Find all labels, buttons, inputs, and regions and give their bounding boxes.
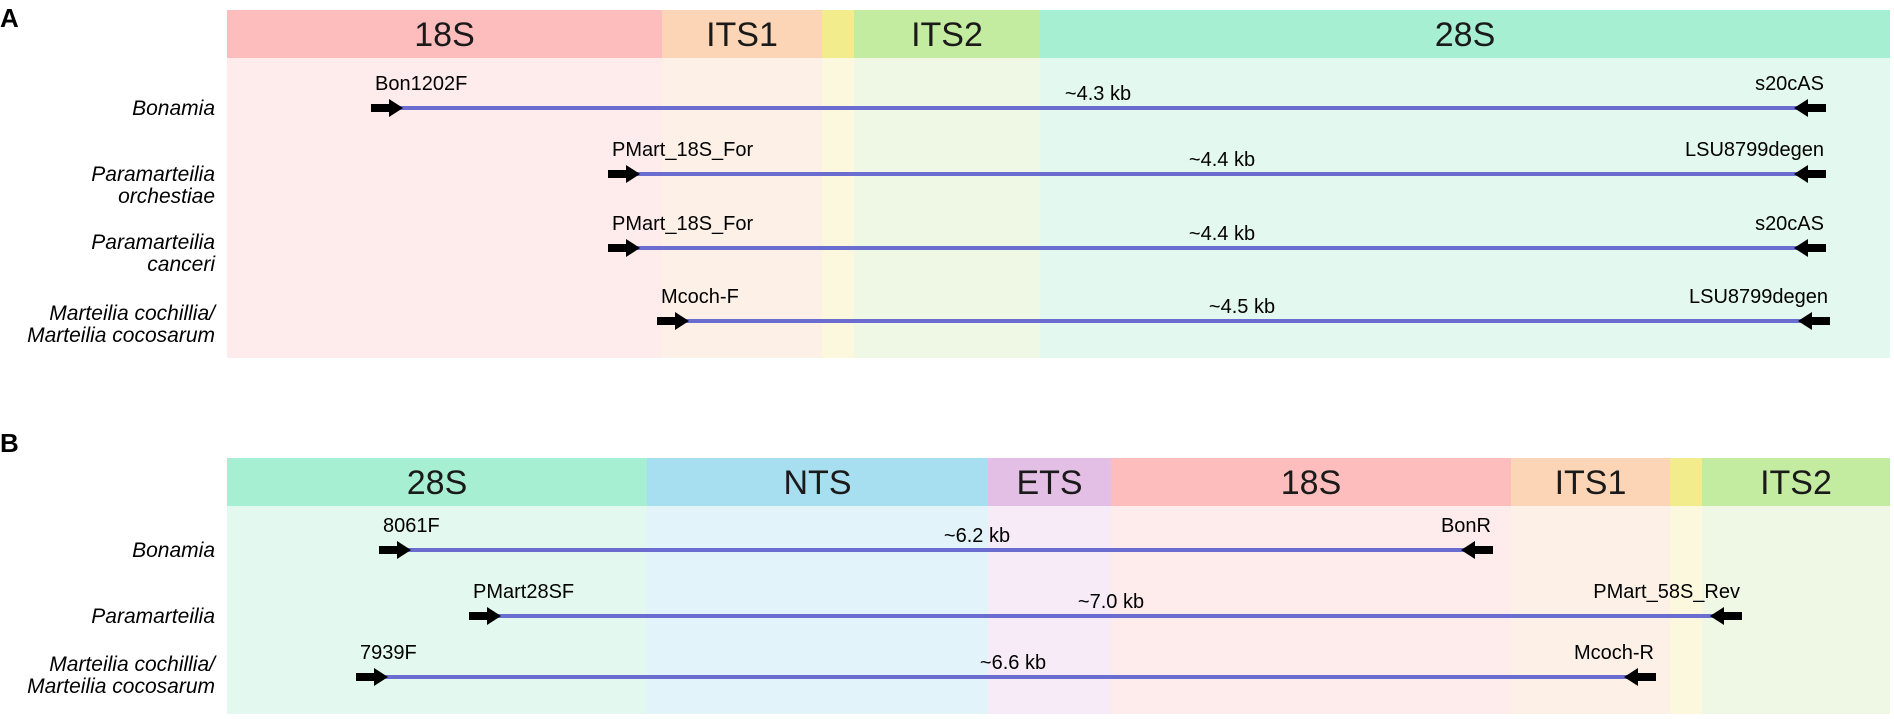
reverse-arrow-shaft — [1722, 612, 1742, 620]
species-label: Marteilia cocosarum — [27, 675, 215, 698]
region-header-28s — [1040, 10, 1890, 58]
amplicon-size-label: ~6.2 kb — [944, 525, 1010, 547]
forward-arrow-head — [374, 668, 388, 686]
reverse-arrow-head — [1798, 312, 1812, 330]
forward-arrow-shaft — [371, 104, 391, 112]
amplicon-size-label: ~4.5 kb — [1209, 296, 1275, 318]
reverse-arrow-shaft — [1636, 673, 1656, 681]
species-label: Bonamia — [132, 539, 215, 562]
amplicon-row: Bonamia Bon1202F s20cAS ~4.3 kb — [132, 73, 1826, 120]
region-header-28s — [227, 458, 647, 506]
reverse-primer-label: Mcoch-R — [1574, 642, 1654, 664]
forward-arrow-shaft — [356, 673, 376, 681]
reverse-arrow-head — [1710, 607, 1724, 625]
region-body-5-8s — [822, 10, 854, 358]
region-header-ets — [988, 458, 1111, 506]
reverse-primer-label: LSU8799degen — [1685, 139, 1824, 161]
species-label: Bonamia — [132, 97, 215, 120]
amplicon-row: Paramarteilia PMart28SF PMart_58S_Rev ~7.0 … — [91, 581, 1742, 628]
forward-arrow-shaft — [608, 244, 628, 252]
reverse-primer-label: LSU8799degen — [1689, 286, 1828, 308]
forward-primer-label: Bon1202F — [375, 73, 467, 95]
reverse-arrow-head — [1624, 668, 1638, 686]
reverse-arrow-head — [1794, 99, 1808, 117]
reverse-arrow-shaft — [1806, 244, 1826, 252]
species-label: canceri — [147, 253, 216, 276]
reverse-arrow-shaft — [1810, 317, 1830, 325]
region-label-28s: 28S — [1435, 16, 1496, 54]
forward-primer-label: PMart28SF — [473, 581, 574, 603]
region-label-ets: ETS — [1016, 464, 1082, 502]
species-label: Marteilia cocosarum — [27, 324, 215, 347]
reverse-arrow-head — [1461, 541, 1475, 559]
species-label: Paramarteilia — [91, 605, 215, 628]
forward-arrow-head — [487, 607, 501, 625]
amplicon-size-label: ~4.4 kb — [1189, 149, 1255, 171]
forward-arrow-head — [626, 165, 640, 183]
region-header-18s — [1111, 458, 1511, 506]
region-label-28s: 28S — [407, 464, 468, 502]
region-header-5-8s — [1670, 458, 1702, 506]
region-header-nts — [647, 458, 988, 506]
forward-primer-label: 8061F — [383, 515, 440, 537]
species-label: Paramarteilia — [91, 163, 215, 186]
region-body-28s — [1040, 10, 1890, 358]
region-header-its1 — [1511, 458, 1670, 506]
amplicon-size-label: ~6.6 kb — [980, 652, 1046, 674]
forward-arrow-shaft — [657, 317, 677, 325]
reverse-primer-label: PMart_58S_Rev — [1593, 581, 1740, 603]
region-label-its1: ITS1 — [1555, 464, 1627, 502]
amplicon-size-label: ~4.3 kb — [1065, 83, 1131, 105]
region-body-18s — [227, 10, 662, 358]
forward-arrow-shaft — [608, 170, 628, 178]
panel-label: B — [0, 428, 19, 458]
panel-a: A 18S ITS1 ITS2 28S Bonamia Bon1202F s20cAS ~4.3… — [0, 3, 1890, 358]
region-label-18s: 18S — [1281, 464, 1342, 502]
forward-arrow-head — [675, 312, 689, 330]
reverse-arrow-shaft — [1806, 170, 1826, 178]
forward-primer-label: PMart_18S_For — [612, 213, 754, 235]
region-body-its2 — [854, 10, 1040, 358]
species-label: Paramarteilia — [91, 231, 215, 254]
amplicon-size-label: ~7.0 kb — [1078, 591, 1144, 613]
reverse-primer-label: s20cAS — [1755, 213, 1824, 235]
region-label-nts: NTS — [784, 464, 852, 502]
amplicon-row: Marteilia cochillia/Marteilia cocosarum 7… — [27, 642, 1656, 698]
reverse-arrow-shaft — [1806, 104, 1826, 112]
region-header-its2 — [854, 10, 1040, 58]
forward-arrow-shaft — [379, 546, 399, 554]
region-label-its2: ITS2 — [1760, 464, 1832, 502]
forward-arrow-head — [389, 99, 403, 117]
amplicon-row: Bonamia 8061F BonR ~6.2 kb — [132, 515, 1493, 562]
region-header-5-8s — [822, 10, 854, 58]
forward-primer-label: Mcoch-F — [661, 286, 739, 308]
region-header-its2 — [1702, 458, 1890, 506]
reverse-arrow-shaft — [1473, 546, 1493, 554]
region-label-its1: ITS1 — [706, 16, 778, 54]
forward-primer-label: PMart_18S_For — [612, 139, 754, 161]
region-label-18s: 18S — [414, 16, 475, 54]
species-label: Marteilia cochillia/ — [49, 302, 217, 325]
region-header-18s — [227, 10, 662, 58]
region-body-its1 — [662, 10, 822, 358]
region-header-its1 — [662, 10, 822, 58]
reverse-primer-label: s20cAS — [1755, 73, 1824, 95]
species-label: orchestiae — [118, 185, 215, 208]
reverse-arrow-head — [1794, 165, 1808, 183]
forward-arrow-head — [397, 541, 411, 559]
forward-primer-label: 7939F — [360, 642, 417, 664]
amplicon-row: Marteilia cochillia/Marteilia cocosarum M… — [27, 286, 1830, 347]
panel-b: B 28S NTS ETS 18S ITS1 ITS2 Bonamia 8061F BonR ~6.… — [0, 428, 1890, 714]
reverse-primer-label: BonR — [1441, 515, 1491, 537]
reverse-arrow-head — [1794, 239, 1808, 257]
forward-arrow-shaft — [469, 612, 489, 620]
region-label-its2: ITS2 — [911, 16, 983, 54]
amplicon-size-label: ~4.4 kb — [1189, 223, 1255, 245]
species-label: Marteilia cochillia/ — [49, 653, 217, 676]
panel-label: A — [0, 3, 19, 33]
forward-arrow-head — [626, 239, 640, 257]
